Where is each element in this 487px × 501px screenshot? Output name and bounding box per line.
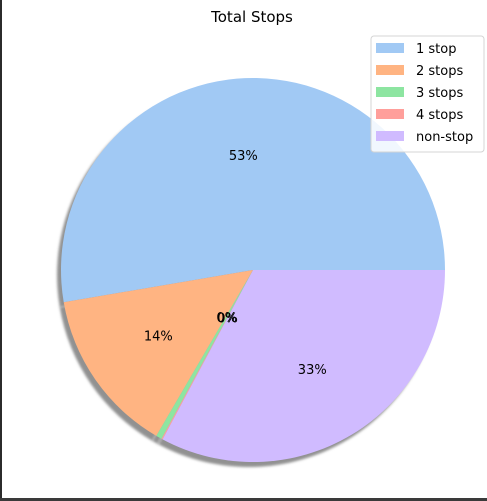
- legend-swatch-2-stops: [376, 65, 404, 75]
- legend-label-1-stop: 1 stop: [416, 42, 456, 57]
- slice-2-stops: [63, 270, 253, 436]
- legend-label-3-stops: 3 stops: [416, 86, 463, 101]
- pie-percent-labels: 53%14%0%0%33%: [144, 149, 327, 378]
- slice-3-stops: [156, 270, 253, 439]
- legend-label-2-stops: 2 stops: [416, 64, 463, 79]
- legend-label-non-stop: non-stop: [416, 130, 473, 145]
- chart-title: Total Stops: [210, 8, 293, 26]
- slice-1-stop: [61, 78, 445, 303]
- percent-label-non-stop: 33%: [298, 363, 327, 378]
- percent-label-2-stops: 14%: [144, 330, 173, 345]
- percent-label-4-stops: 0%: [217, 311, 238, 326]
- legend-swatch-1-stop: [376, 43, 404, 53]
- slice-non-stop: [162, 270, 445, 462]
- figure-border-left: [0, 0, 2, 501]
- slice-4-stops: [161, 270, 253, 440]
- legend-swatch-3-stops: [376, 87, 404, 97]
- legend: 1 stop 2 stops 3 stops 4 stops non-stop: [370, 35, 485, 153]
- percent-label-3-stops: 0%: [216, 311, 237, 326]
- legend-swatch-non-stop: [376, 131, 404, 141]
- percent-label-1-stop: 53%: [229, 149, 258, 164]
- legend-swatch-4-stops: [376, 109, 404, 119]
- legend-label-4-stops: 4 stops: [416, 108, 463, 123]
- pie-slices: [61, 78, 445, 462]
- figure-border-bottom: [0, 498, 487, 501]
